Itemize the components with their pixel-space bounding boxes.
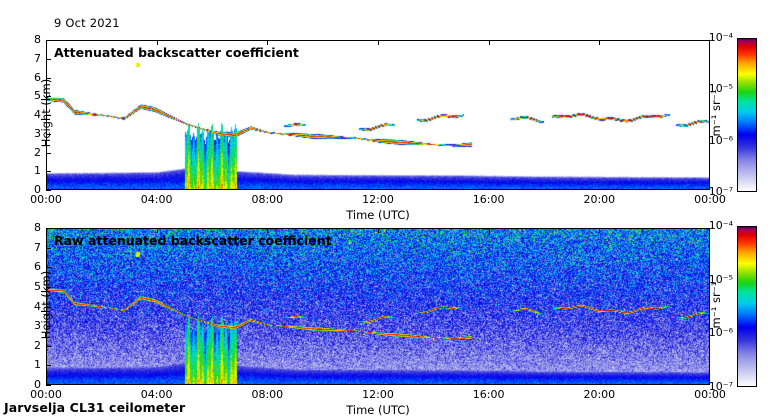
y-tick-mark — [46, 346, 51, 348]
y-tick-mark — [46, 190, 51, 192]
y-tick-mark — [46, 287, 51, 289]
heatmap-attenuated — [47, 41, 709, 189]
y-tick-label: 2 — [34, 338, 41, 352]
plot-area-raw[interactable] — [46, 228, 710, 385]
y-tick-label: 7 — [34, 240, 41, 254]
y-tick-label: 3 — [34, 126, 41, 140]
colorbar-tick-label: 10⁻⁵ — [708, 82, 733, 96]
colorbar-tick-label: 10⁻⁷ — [708, 380, 733, 393]
y-tick-mark — [46, 326, 51, 328]
heatmap-raw — [47, 229, 709, 384]
y-tick-label: 4 — [34, 299, 41, 313]
x-tick-label: 20:00 — [583, 388, 616, 401]
y-tick-mark — [46, 40, 51, 42]
panel-title-raw: Raw attenuated backscatter coefficient — [54, 233, 332, 248]
colorbar-tick-label: 10⁻⁶ — [708, 326, 733, 340]
x-tick-mark — [157, 228, 159, 233]
y-tick-mark — [46, 115, 51, 117]
x-tick-label: 04:00 — [140, 388, 173, 401]
x-tick-label: 00:00 — [30, 388, 62, 401]
x-tick-mark — [599, 228, 601, 233]
x-tick-mark — [599, 40, 601, 45]
x-tick-mark — [267, 228, 269, 233]
colorbar-gradient-raw — [738, 227, 756, 386]
x-tick-label: 20:00 — [583, 193, 616, 206]
y-tick-label: 3 — [34, 319, 41, 333]
y-tick-label: 0 — [34, 183, 41, 196]
x-axis-title-raw: Time (UTC) — [346, 403, 410, 417]
x-tick-label: 00:00 — [694, 388, 726, 401]
y-tick-label: 1 — [34, 164, 41, 178]
x-tick-label: 16:00 — [472, 388, 505, 401]
y-tick-label: 8 — [34, 33, 41, 46]
y-tick-label: 6 — [34, 70, 41, 84]
y-tick-label: 5 — [34, 279, 41, 293]
colorbar-tick-label: 10⁻⁴ — [708, 31, 733, 44]
x-tick-label: 00:00 — [30, 193, 62, 206]
y-tick-label: 1 — [34, 358, 41, 372]
x-tick-label: 16:00 — [472, 193, 505, 206]
y-tick-mark — [46, 307, 51, 309]
x-tick-mark — [157, 40, 159, 45]
y-tick-mark — [46, 59, 51, 61]
x-tick-mark — [489, 40, 491, 45]
plot-area-attenuated[interactable] — [46, 40, 710, 190]
colorbar-attenuated — [737, 38, 757, 192]
y-tick-mark — [46, 248, 51, 250]
y-tick-label: 5 — [34, 89, 41, 103]
x-tick-label: 12:00 — [362, 193, 394, 206]
y-tick-mark — [46, 365, 51, 367]
instrument-footer-label: Jarvselja CL31 ceilometer — [4, 400, 186, 415]
y-tick-mark — [46, 171, 51, 173]
y-tick-label: 8 — [34, 221, 41, 234]
date-label: 9 Oct 2021 — [54, 16, 120, 30]
y-tick-mark — [46, 96, 51, 98]
colorbar-tick-label: 10⁻⁵ — [708, 272, 733, 286]
colorbar-tick-label: 10⁻⁶ — [708, 133, 733, 147]
x-tick-label: 08:00 — [251, 193, 284, 206]
y-tick-mark — [46, 153, 51, 155]
x-tick-label: 04:00 — [140, 193, 173, 206]
y-tick-label: 7 — [34, 51, 41, 65]
y-tick-mark — [46, 267, 51, 269]
y-tick-label: 4 — [34, 108, 41, 121]
x-tick-label: 12:00 — [362, 388, 394, 401]
x-axis-title-attenuated: Time (UTC) — [346, 208, 410, 222]
y-tick-label: 0 — [34, 378, 41, 391]
x-tick-label: 08:00 — [251, 388, 284, 401]
y-tick-mark — [46, 228, 51, 230]
y-tick-label: 6 — [34, 260, 41, 274]
x-tick-mark — [378, 228, 380, 233]
x-tick-mark — [378, 40, 380, 45]
x-tick-mark — [489, 228, 491, 233]
colorbar-gradient-attenuated — [738, 39, 756, 191]
y-tick-mark — [46, 134, 51, 136]
colorbar-tick-label: 10⁻⁴ — [708, 219, 733, 232]
x-tick-mark — [267, 40, 269, 45]
y-tick-mark — [46, 385, 51, 387]
colorbar-tick-label: 10⁻⁷ — [708, 185, 733, 198]
y-tick-mark — [46, 78, 51, 80]
y-axis-title-raw: Height (km) — [39, 270, 53, 339]
y-tick-label: 2 — [34, 145, 41, 159]
x-tick-label: 00:00 — [694, 193, 726, 206]
colorbar-raw — [737, 226, 757, 387]
y-axis-title-attenuated: Height (km) — [39, 78, 53, 148]
panel-title-attenuated: Attenuated backscatter coefficient — [54, 45, 299, 60]
